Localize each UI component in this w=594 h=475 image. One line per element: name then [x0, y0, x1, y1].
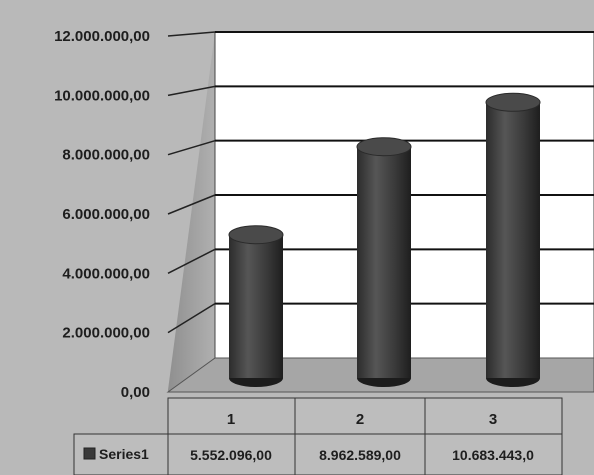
bar-top-3 — [486, 93, 540, 111]
bar-3 — [486, 93, 540, 387]
y-axis-tick-labels: 0,00 2.000.000,00 4.000.000,00 6.000.000,00… — [54, 28, 150, 401]
legend-key — [84, 448, 95, 459]
category-label-2: 2 — [356, 411, 364, 428]
bar-body-2 — [357, 147, 411, 378]
bar-body-1 — [229, 235, 283, 378]
data-table: Series1 1 2 3 5.552.096,00 8.962.589,00 … — [74, 398, 562, 475]
bar-1 — [229, 226, 283, 387]
category-label-3: 3 — [489, 411, 497, 428]
y-tick-label-2: 4.000.000,00 — [62, 265, 150, 282]
value-cell-1: 5.552.096,00 — [190, 447, 272, 463]
bar-top-1 — [229, 226, 283, 244]
value-cell-2: 8.962.589,00 — [319, 447, 401, 463]
y-tick-label-0: 0,00 — [121, 384, 150, 401]
y-tick-label-1: 2.000.000,00 — [62, 325, 150, 342]
gridline-side-6 — [168, 32, 215, 36]
bar-body-3 — [486, 102, 540, 378]
y-tick-label-5: 10.000.000,00 — [54, 87, 150, 104]
series-name-label: Series1 — [99, 446, 149, 462]
value-cell-3: 10.683.443,0 — [452, 447, 534, 463]
bar-2 — [357, 138, 411, 387]
category-label-1: 1 — [227, 411, 235, 428]
bar-top-2 — [357, 138, 411, 156]
y-tick-label-4: 8.000.000,00 — [62, 147, 150, 164]
y-tick-label-6: 12.000.000,00 — [54, 28, 150, 45]
side-wall — [168, 32, 215, 392]
y-tick-label-3: 6.000.000,00 — [62, 206, 150, 223]
data-table-background — [168, 398, 562, 475]
